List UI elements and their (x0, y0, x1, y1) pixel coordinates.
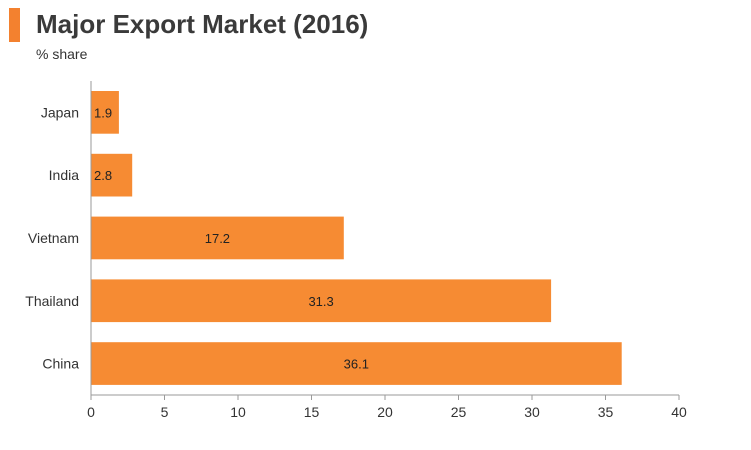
x-tick-label: 35 (598, 404, 614, 420)
data-label: 36.1 (344, 357, 369, 372)
x-tick-label: 40 (671, 404, 687, 420)
x-tick-label: 25 (451, 404, 467, 420)
x-tick-label: 15 (304, 404, 320, 420)
x-tick-label: 5 (161, 404, 169, 420)
bar-vietnam (91, 216, 344, 260)
data-label: 2.8 (94, 168, 112, 183)
bar-thailand (91, 279, 552, 323)
x-tick-label: 0 (87, 404, 95, 420)
data-label: 17.2 (205, 231, 230, 246)
x-tick-label: 10 (230, 404, 246, 420)
category-label: Japan (41, 104, 79, 120)
chart-title: Major Export Market (2016) (36, 9, 369, 39)
x-tick-label: 30 (524, 404, 540, 420)
bar-china (91, 342, 622, 385)
x-tick-label: 20 (377, 404, 393, 420)
data-label: 1.9 (94, 105, 112, 120)
bar-japan (91, 91, 119, 134)
bar-india (91, 153, 133, 197)
category-label: Thailand (25, 293, 79, 309)
category-label: India (49, 167, 80, 183)
category-label: China (42, 356, 79, 372)
chart-subtitle: % share (36, 46, 88, 62)
title-accent-bar (9, 8, 20, 42)
category-label: Vietnam (28, 230, 79, 246)
data-label: 31.3 (308, 294, 333, 309)
